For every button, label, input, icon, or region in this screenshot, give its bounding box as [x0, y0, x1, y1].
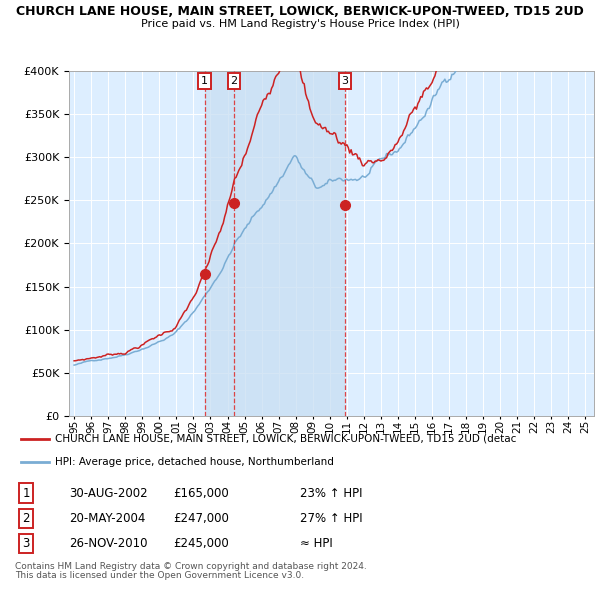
Text: 30-AUG-2002: 30-AUG-2002 [70, 487, 148, 500]
Bar [234, 71, 345, 416]
Text: 3: 3 [341, 76, 349, 86]
Text: £165,000: £165,000 [173, 487, 229, 500]
Text: 1: 1 [201, 76, 208, 86]
Text: 2: 2 [230, 76, 238, 86]
Text: Price paid vs. HM Land Registry's House Price Index (HPI): Price paid vs. HM Land Registry's House … [140, 19, 460, 30]
Text: £247,000: £247,000 [173, 512, 229, 525]
Text: ≈ HPI: ≈ HPI [300, 537, 333, 550]
Text: Contains HM Land Registry data © Crown copyright and database right 2024.: Contains HM Land Registry data © Crown c… [15, 562, 367, 571]
Text: HPI: Average price, detached house, Northumberland: HPI: Average price, detached house, Nort… [55, 457, 334, 467]
Text: CHURCH LANE HOUSE, MAIN STREET, LOWICK, BERWICK-UPON-TWEED, TD15 2UD (detac: CHURCH LANE HOUSE, MAIN STREET, LOWICK, … [55, 434, 517, 444]
Text: 1: 1 [22, 487, 30, 500]
Text: 2: 2 [22, 512, 30, 525]
Text: £245,000: £245,000 [173, 537, 229, 550]
Text: 23% ↑ HPI: 23% ↑ HPI [300, 487, 362, 500]
Text: 3: 3 [22, 537, 30, 550]
Text: 27% ↑ HPI: 27% ↑ HPI [300, 512, 362, 525]
Text: 26-NOV-2010: 26-NOV-2010 [70, 537, 148, 550]
Text: 20-MAY-2004: 20-MAY-2004 [70, 512, 146, 525]
Text: CHURCH LANE HOUSE, MAIN STREET, LOWICK, BERWICK-UPON-TWEED, TD15 2UD: CHURCH LANE HOUSE, MAIN STREET, LOWICK, … [16, 5, 584, 18]
Text: This data is licensed under the Open Government Licence v3.0.: This data is licensed under the Open Gov… [15, 571, 304, 580]
Bar [205, 71, 234, 416]
